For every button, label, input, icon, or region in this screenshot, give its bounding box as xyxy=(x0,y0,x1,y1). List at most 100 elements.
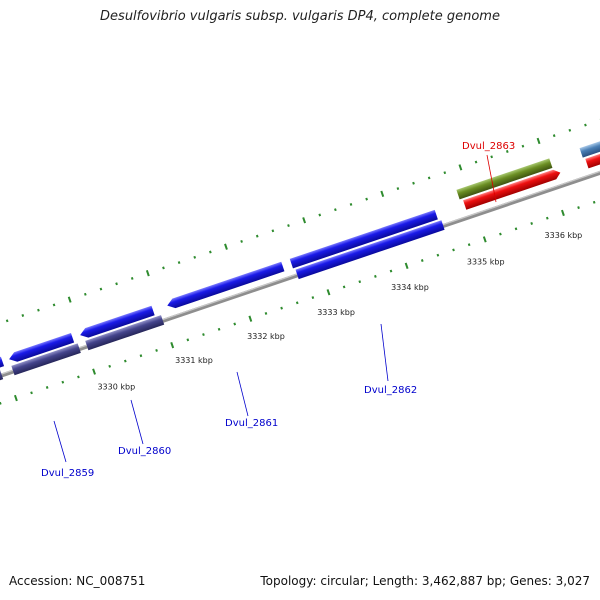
minor-tick xyxy=(162,266,165,270)
leader-line xyxy=(130,399,144,445)
scale-tick-label: 3332 kbp xyxy=(247,332,285,341)
minor-tick xyxy=(389,269,393,273)
minor-tick xyxy=(21,314,25,317)
cds-feature[interactable] xyxy=(0,356,5,370)
forward-inner-lane xyxy=(0,129,600,382)
minor-tick xyxy=(255,234,259,238)
minor-tick xyxy=(427,176,431,180)
minor-tick xyxy=(514,227,518,231)
rna-feature-red[interactable] xyxy=(585,140,600,169)
leader-line xyxy=(236,371,249,417)
minor-tick xyxy=(311,296,315,300)
minor-tick xyxy=(233,322,237,326)
scale-tick-label: 3334 kbp xyxy=(391,283,429,292)
major-tick xyxy=(170,341,175,349)
minor-tick xyxy=(45,386,49,389)
minor-tick xyxy=(61,380,65,384)
minor-tick xyxy=(349,202,353,206)
minor-tick xyxy=(240,239,243,243)
scale-tick-label: 3336 kbp xyxy=(545,231,583,240)
cds-feature[interactable] xyxy=(11,343,81,376)
cds-feature[interactable] xyxy=(79,305,155,340)
cds-feature[interactable] xyxy=(166,261,285,311)
minor-tick xyxy=(37,308,40,312)
leader-line xyxy=(380,323,389,382)
minor-tick xyxy=(115,282,118,286)
minor-tick xyxy=(374,274,377,278)
scale-tick-label: 3331 kbp xyxy=(175,356,213,365)
major-tick xyxy=(67,296,72,303)
gene-label-dvul-2862[interactable]: Dvul_2862 xyxy=(364,385,417,396)
minor-tick xyxy=(334,208,337,212)
minor-tick xyxy=(186,338,190,342)
major-tick xyxy=(404,262,409,269)
major-tick xyxy=(92,368,96,375)
minor-tick xyxy=(139,354,143,358)
minor-tick xyxy=(443,171,447,175)
cds-feature[interactable] xyxy=(0,369,4,382)
inner-tick-row xyxy=(0,200,596,405)
major-tick xyxy=(326,289,331,296)
major-tick xyxy=(561,209,565,217)
minor-tick xyxy=(155,348,158,352)
gene-label-dvul-2859[interactable]: Dvul_2859 xyxy=(41,468,94,479)
cds-feature[interactable] xyxy=(85,315,165,351)
scale-tick-label: 3330 kbp xyxy=(97,382,135,391)
minor-tick xyxy=(420,259,424,262)
minor-tick xyxy=(264,311,268,315)
minor-tick xyxy=(412,181,415,185)
gene-label-dvul-2860[interactable]: Dvul_2860 xyxy=(118,446,171,457)
minor-tick xyxy=(123,359,127,363)
scale-labels: 3330 kbp 3331 kbp 3332 kbp 3333 kbp 3334 kbp… xyxy=(97,231,583,391)
minor-tick xyxy=(358,280,362,284)
major-tick xyxy=(145,270,150,277)
cds-feature[interactable] xyxy=(295,220,445,280)
minor-tick xyxy=(318,213,322,217)
major-tick xyxy=(380,190,385,197)
minor-tick xyxy=(0,401,2,405)
cds-feature[interactable] xyxy=(7,332,75,364)
major-tick xyxy=(14,394,18,402)
rna-feature-red[interactable] xyxy=(463,168,562,210)
gene-label-dvul-2863[interactable]: Dvul_2863 xyxy=(462,141,515,152)
minor-tick xyxy=(271,229,275,233)
major-tick xyxy=(248,315,253,322)
minor-tick xyxy=(30,391,33,395)
major-tick xyxy=(458,164,463,171)
minor-tick xyxy=(521,144,525,148)
leader-line xyxy=(53,420,67,463)
accession-text: Accession: NC_008751 xyxy=(9,574,146,588)
minor-tick xyxy=(99,287,103,291)
outer-tick-row xyxy=(5,118,600,323)
minor-tick xyxy=(202,333,205,337)
gene-callouts: Dvul_2859 Dvul_2860 Dvul_2861 Dvul_2862 … xyxy=(41,141,515,479)
minor-tick xyxy=(584,123,587,127)
minor-tick xyxy=(499,232,502,236)
forward-outer-lane xyxy=(0,140,600,370)
minor-tick xyxy=(577,206,580,210)
minor-tick xyxy=(592,200,596,204)
minor-tick xyxy=(467,243,471,247)
minor-tick xyxy=(452,248,455,252)
minor-tick xyxy=(287,224,290,228)
leader-line xyxy=(486,154,497,203)
cds-feature[interactable] xyxy=(289,209,438,269)
scale-tick-label: 3335 kbp xyxy=(467,257,505,266)
minor-tick xyxy=(474,160,478,164)
minor-tick xyxy=(436,253,440,257)
minor-tick xyxy=(209,250,212,254)
minor-tick xyxy=(5,319,9,323)
minor-tick xyxy=(530,222,534,225)
minor-tick xyxy=(545,216,549,220)
rna-feature-steel[interactable] xyxy=(579,129,600,158)
minor-tick xyxy=(280,306,283,310)
gene-label-dvul-2861[interactable]: Dvul_2861 xyxy=(225,418,278,429)
rna-feature-green[interactable] xyxy=(456,158,553,200)
minor-tick xyxy=(217,327,221,331)
major-tick xyxy=(482,236,487,243)
minor-tick xyxy=(193,255,197,259)
minor-tick xyxy=(505,150,509,153)
minor-tick xyxy=(83,292,87,296)
minor-tick xyxy=(396,187,400,190)
